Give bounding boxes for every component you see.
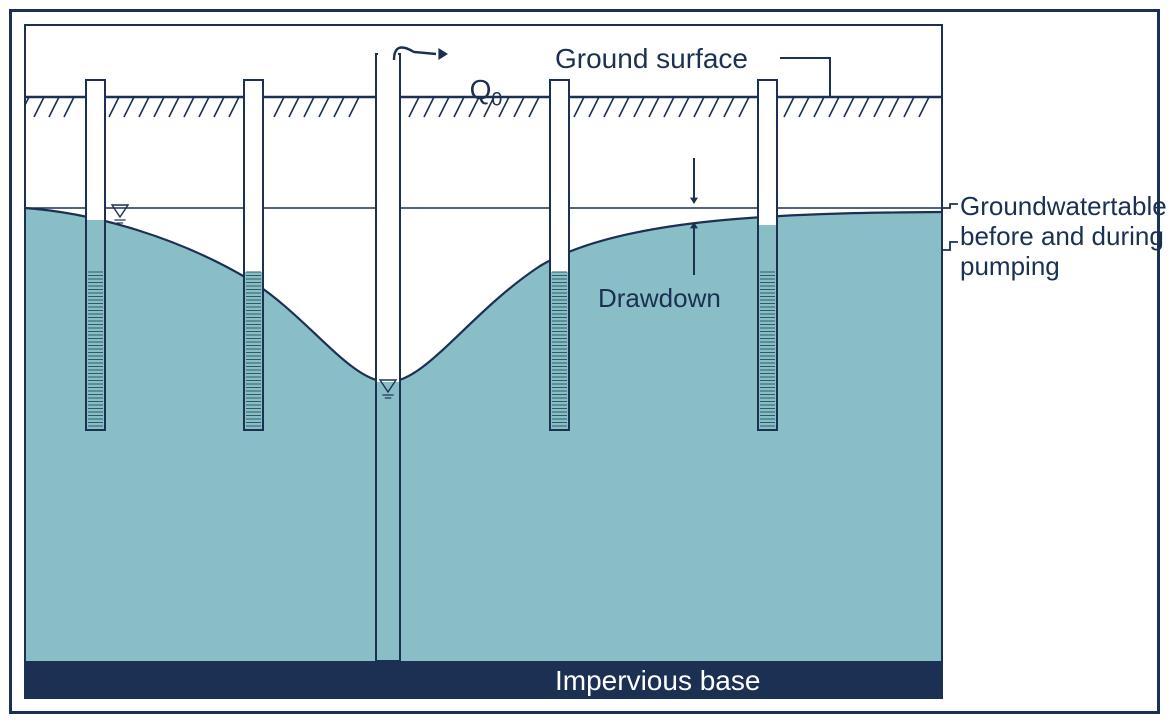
label-drawdown: Drawdown (598, 284, 721, 313)
impervious-base (25, 661, 942, 698)
obs-well-2 (244, 80, 263, 430)
label-groundwater-table: Groundwatertable before and during pumpi… (960, 192, 1167, 282)
label-impervious-base: Impervious base (555, 666, 760, 697)
obs-well-4 (758, 80, 777, 430)
gw-leader-bottom (942, 242, 958, 250)
ground-surface-leader (780, 58, 830, 97)
aquifer-fill (25, 208, 942, 698)
gw-leader-top (942, 204, 958, 208)
obs-well-3 (550, 80, 569, 430)
label-q0: Q0 (454, 44, 502, 111)
obs-well-1 (86, 80, 105, 430)
label-ground-surface: Ground surface (555, 44, 748, 75)
aquifer-diagram (0, 0, 1169, 723)
pumping-well (376, 52, 400, 661)
